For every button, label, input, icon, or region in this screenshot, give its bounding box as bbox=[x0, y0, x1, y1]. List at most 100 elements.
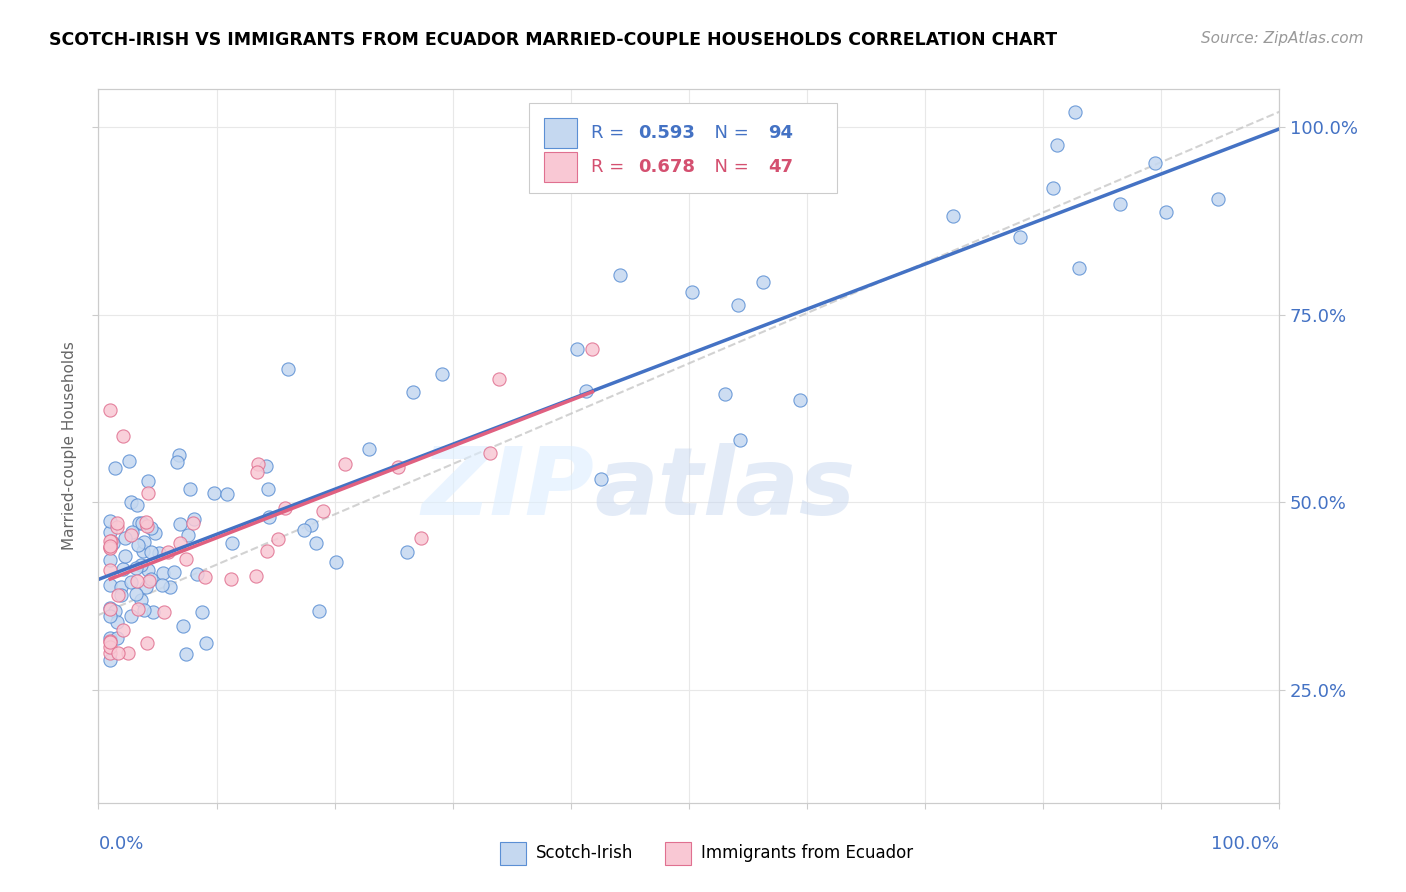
Point bbox=[107, 631, 129, 645]
Point bbox=[202, 486, 225, 500]
Point bbox=[177, 528, 200, 542]
Point bbox=[143, 526, 166, 541]
Point bbox=[292, 523, 315, 537]
Point bbox=[335, 457, 357, 471]
Point bbox=[1069, 260, 1091, 275]
Text: Source: ZipAtlas.com: Source: ZipAtlas.com bbox=[1201, 31, 1364, 46]
Text: atlas: atlas bbox=[595, 442, 856, 535]
Point bbox=[125, 560, 148, 574]
Point bbox=[125, 574, 148, 588]
Point bbox=[107, 588, 129, 602]
Point bbox=[101, 535, 124, 549]
Point bbox=[98, 525, 121, 540]
Point bbox=[217, 487, 239, 501]
Point bbox=[942, 209, 965, 223]
Point bbox=[163, 565, 186, 579]
Point bbox=[105, 520, 128, 534]
Point bbox=[135, 580, 157, 594]
Text: 0.0%: 0.0% bbox=[98, 835, 143, 853]
Point bbox=[104, 604, 127, 618]
Point bbox=[591, 472, 613, 486]
Point bbox=[186, 567, 208, 582]
Point bbox=[129, 558, 152, 572]
Bar bbox=[544, 152, 576, 182]
Point bbox=[479, 446, 502, 460]
Point bbox=[277, 362, 299, 376]
Bar bbox=[530, 103, 837, 193]
Point bbox=[396, 545, 419, 559]
Point bbox=[1143, 156, 1166, 170]
Point bbox=[136, 486, 159, 500]
Point bbox=[98, 602, 121, 616]
Point bbox=[299, 517, 322, 532]
Point bbox=[169, 516, 191, 531]
Point bbox=[305, 536, 328, 550]
Point bbox=[325, 555, 347, 569]
Point bbox=[131, 516, 153, 530]
Point bbox=[219, 572, 242, 586]
Point bbox=[172, 618, 194, 632]
Point bbox=[179, 482, 201, 496]
Point bbox=[247, 457, 270, 471]
Point bbox=[98, 540, 121, 554]
Point bbox=[98, 403, 121, 417]
Point bbox=[111, 562, 134, 576]
Point bbox=[127, 498, 149, 512]
Point bbox=[98, 601, 121, 615]
Point bbox=[254, 459, 277, 474]
Point bbox=[681, 285, 703, 299]
Point bbox=[98, 563, 121, 577]
Point bbox=[127, 538, 149, 552]
Bar bbox=[501, 842, 526, 865]
Point bbox=[120, 494, 142, 508]
Point bbox=[245, 568, 267, 582]
Point bbox=[153, 605, 176, 619]
Point bbox=[128, 516, 150, 530]
Point bbox=[120, 608, 142, 623]
Point bbox=[574, 384, 596, 398]
Point bbox=[98, 635, 121, 649]
Point bbox=[266, 533, 288, 547]
Point bbox=[121, 524, 143, 539]
Point bbox=[256, 544, 278, 558]
Point bbox=[139, 545, 162, 559]
Point bbox=[609, 268, 631, 283]
Text: SCOTCH-IRISH VS IMMIGRANTS FROM ECUADOR MARRIED-COUPLE HOUSEHOLDS CORRELATION CH: SCOTCH-IRISH VS IMMIGRANTS FROM ECUADOR … bbox=[49, 31, 1057, 49]
Point bbox=[134, 534, 156, 549]
Text: 47: 47 bbox=[768, 158, 793, 176]
Point bbox=[110, 580, 132, 594]
Point bbox=[357, 442, 380, 457]
Point bbox=[107, 646, 129, 660]
Point bbox=[98, 539, 121, 553]
Point bbox=[308, 604, 330, 618]
Point bbox=[169, 536, 191, 550]
Point bbox=[166, 455, 188, 469]
Point bbox=[488, 372, 510, 386]
Point bbox=[411, 531, 433, 545]
Point bbox=[402, 384, 425, 399]
Point bbox=[789, 392, 811, 407]
Point bbox=[136, 519, 159, 533]
Point bbox=[581, 342, 603, 356]
Point bbox=[1042, 181, 1064, 195]
Point bbox=[114, 531, 136, 545]
Point bbox=[139, 521, 162, 535]
Point bbox=[105, 516, 128, 530]
Point bbox=[159, 580, 181, 594]
Y-axis label: Married-couple Households: Married-couple Households bbox=[62, 342, 77, 550]
Point bbox=[104, 461, 127, 475]
Point bbox=[98, 514, 121, 528]
Point bbox=[138, 574, 160, 588]
Point bbox=[730, 434, 752, 448]
Point bbox=[114, 549, 136, 564]
Point bbox=[1010, 230, 1032, 244]
Point bbox=[174, 647, 197, 661]
Point bbox=[152, 566, 174, 581]
Point bbox=[387, 460, 409, 475]
Point bbox=[174, 552, 197, 566]
Point bbox=[183, 516, 205, 530]
Text: R =: R = bbox=[591, 124, 630, 142]
Point bbox=[1109, 197, 1132, 211]
Bar bbox=[665, 842, 692, 865]
Point bbox=[148, 546, 170, 560]
